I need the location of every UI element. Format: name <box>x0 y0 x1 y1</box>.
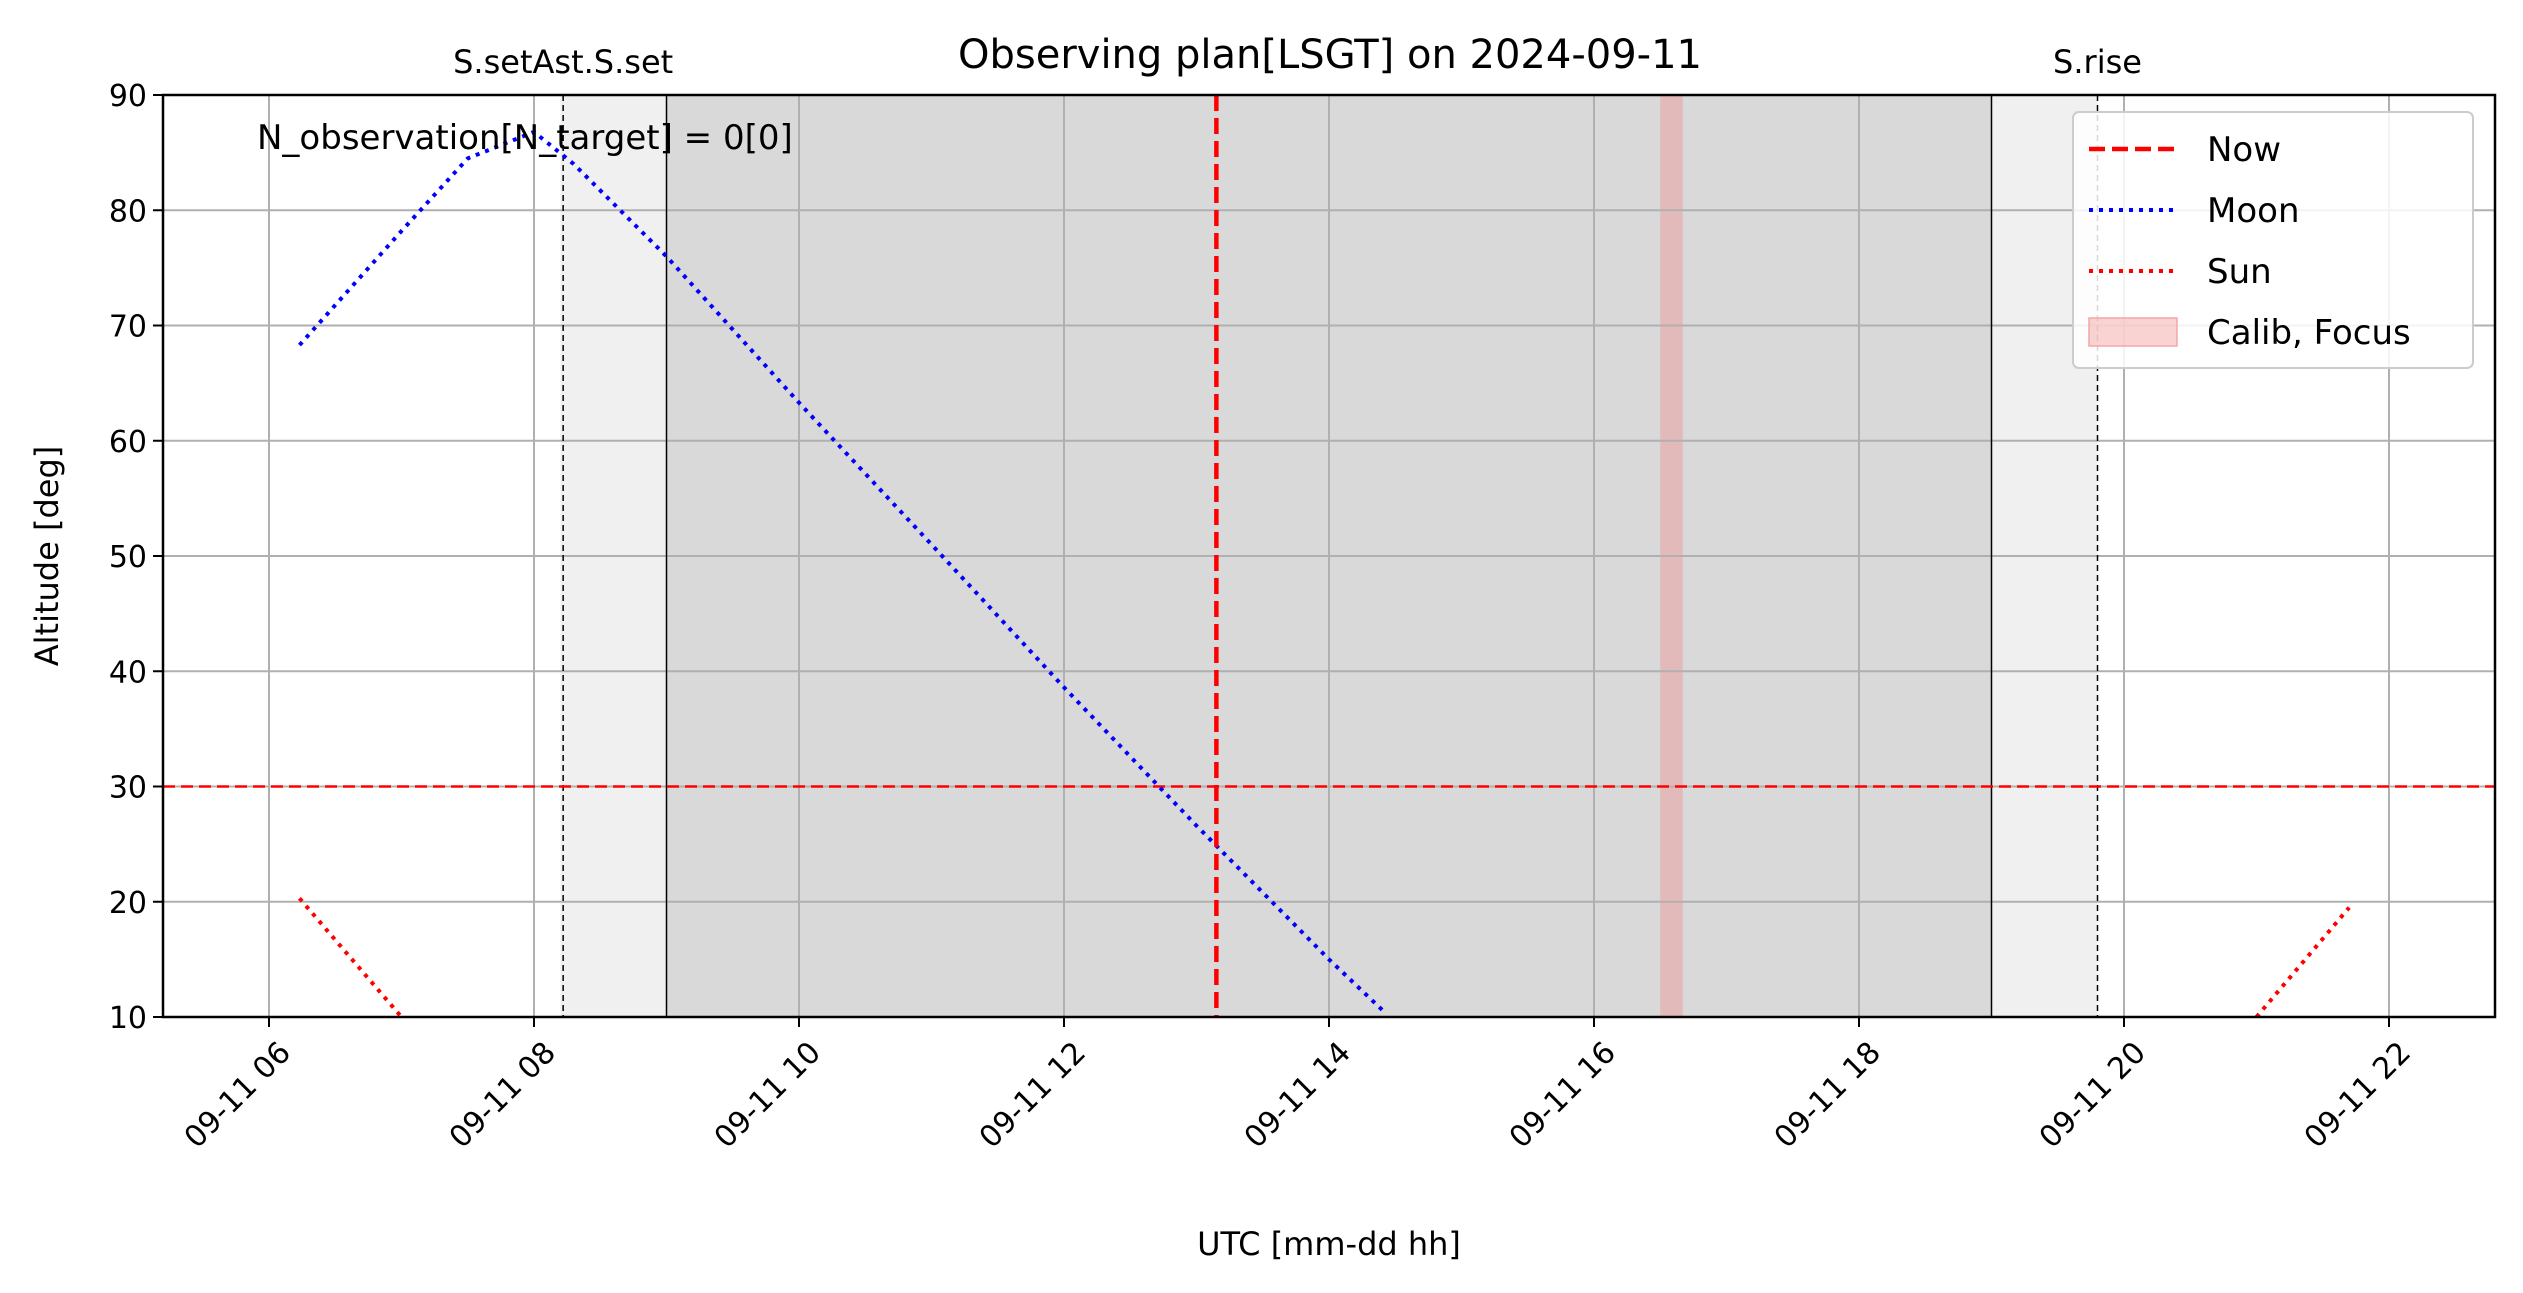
legend-label-now: Now <box>2207 130 2281 170</box>
y-tick-label-4: 50 <box>109 540 147 575</box>
event-label-0: S.setAst.S.set <box>453 43 673 81</box>
legend-label-moon: Moon <box>2207 191 2300 231</box>
band-edge-lines <box>665 95 1993 1017</box>
legend-label-sun: Sun <box>2207 252 2272 292</box>
y-tick-label-8: 90 <box>109 79 147 114</box>
y-tick-label-0: 10 <box>109 1001 147 1036</box>
legend-swatch-calib-focus <box>2088 317 2178 347</box>
y-axis-label: Altitude [deg] <box>28 446 66 667</box>
series-lines <box>297 129 2351 1019</box>
y-tick-label-1: 20 <box>109 886 147 921</box>
legend-label-calib-focus: Calib, Focus <box>2207 313 2411 353</box>
legend: Now Moon Sun Calib, Focus <box>2072 111 2474 369</box>
y-tick-label-3: 40 <box>109 655 147 690</box>
sun-altitude-line-0 <box>297 896 404 1019</box>
moon-altitude-line <box>298 129 1388 1015</box>
sun-altitude-line-1 <box>2254 906 2351 1019</box>
chart-title: Observing plan[LSGT] on 2024-09-11 <box>958 32 1702 78</box>
x-axis-label: UTC [mm-dd hh] <box>1197 1225 1461 1263</box>
y-tick-label-6: 70 <box>109 310 147 345</box>
y-tick-label-2: 30 <box>109 771 147 806</box>
y-tick-label-7: 80 <box>109 194 147 229</box>
event-labels: S.setAst.S.set S.rise <box>453 43 2142 81</box>
event-label-1: S.rise <box>2053 43 2142 81</box>
y-axis-ticks: 10 20 30 40 50 60 70 80 90 <box>109 79 163 1036</box>
y-tick-label-5: 60 <box>109 425 147 460</box>
legend-box <box>2072 111 2474 369</box>
observation-count-annotation: N_observation[N_target] = 0[0] <box>257 118 793 158</box>
